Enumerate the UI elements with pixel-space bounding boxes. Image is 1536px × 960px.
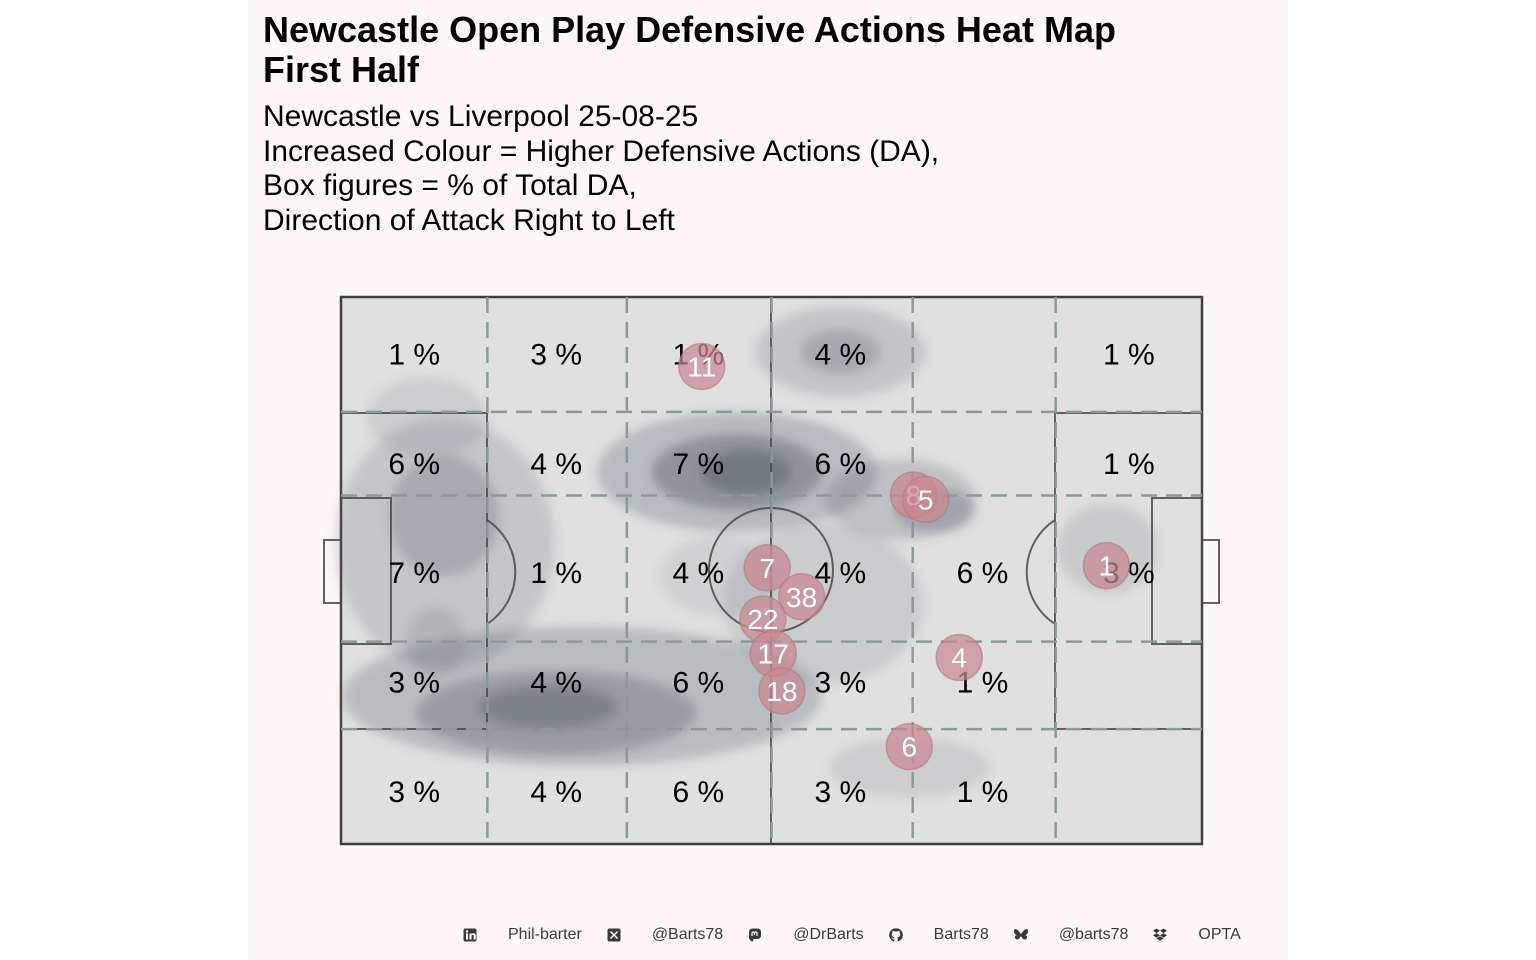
player-marker-circle xyxy=(901,475,950,524)
zone-label: 3 % xyxy=(530,338,582,371)
footer-x[interactable]: @Barts78 xyxy=(606,926,723,944)
player-number: 11 xyxy=(687,351,716,382)
player-marker: 6 xyxy=(885,722,934,771)
footer-linkedin-label: Phil-barter xyxy=(508,926,582,943)
footer-linkedin[interactable]: Phil-barter xyxy=(462,926,582,944)
player-number: 17 xyxy=(758,639,789,670)
player-marker: 11 xyxy=(678,342,726,391)
density-contour xyxy=(367,377,488,458)
player-markers: 1185738221718461 xyxy=(678,342,1131,771)
footer-dropbox-label: OPTA xyxy=(1198,926,1241,943)
player-marker: 7 xyxy=(743,544,791,592)
zone-labels: 1 % 3 % 1 % 4 % 1 % 6 % 4 % 7 % 6 % 1 % 7 % 1 % 4 % 4… xyxy=(388,338,1154,809)
player-marker: 4 xyxy=(935,633,983,682)
player-marker-circle xyxy=(885,722,934,771)
player-number: 38 xyxy=(786,582,817,613)
left-goal xyxy=(323,539,342,604)
player-marker-circle xyxy=(935,633,983,682)
player-marker-circle xyxy=(777,573,826,621)
footer-mastodon[interactable]: @DrBarts xyxy=(747,926,864,944)
zone-label: 7 % xyxy=(672,448,724,481)
zone-label: 4 % xyxy=(530,776,582,809)
zone-label: 4 % xyxy=(530,448,582,481)
player-marker: 1 xyxy=(1082,541,1131,590)
left-penalty-arc xyxy=(486,519,517,625)
zone-label: 3 % xyxy=(388,776,440,809)
zone-label: 1 % xyxy=(1103,338,1155,371)
footer-credits: Phil-barter @Barts78 @DrBarts Barts78 @b… xyxy=(462,922,1265,948)
footer-github[interactable]: Barts78 xyxy=(888,926,989,944)
github-icon xyxy=(888,927,904,943)
zone-label: 4 % xyxy=(672,557,724,590)
chart-title: Newcastle Open Play Defensive Actions He… xyxy=(263,9,1116,90)
chart-subtitle: Newcastle vs Liverpool 25-08-25 Increase… xyxy=(263,100,940,237)
zone-label: 6 % xyxy=(815,448,867,481)
right-goal xyxy=(1201,539,1220,604)
zone-label: 1 % xyxy=(957,776,1009,809)
zone-label: 4 % xyxy=(530,667,582,700)
x-twitter-icon xyxy=(606,927,622,943)
player-number: 6 xyxy=(901,732,917,763)
zone-label: 1 % xyxy=(1103,448,1155,481)
zone-label: 6 % xyxy=(388,448,440,481)
zone-label: 1 % xyxy=(388,338,440,371)
density-contour xyxy=(700,450,791,495)
player-marker: 5 xyxy=(901,475,950,524)
footer-x-label: @Barts78 xyxy=(651,926,724,943)
zone-label: 4 % xyxy=(815,557,867,590)
density-contour xyxy=(389,455,500,576)
footer-github-label: Barts78 xyxy=(933,926,989,943)
zone-label: 4 % xyxy=(815,338,867,371)
pitch-markings xyxy=(323,297,1220,844)
player-number: 5 xyxy=(918,484,934,515)
footer-mastodon-label: @DrBarts xyxy=(793,926,864,943)
player-marker-circle xyxy=(678,342,726,391)
footer-bluesky[interactable]: @barts78 xyxy=(1013,926,1129,944)
player-marker-circle xyxy=(1082,541,1131,590)
player-number: 1 xyxy=(1099,551,1115,582)
player-number: 7 xyxy=(759,553,775,584)
linkedin-icon xyxy=(462,927,478,943)
bluesky-icon xyxy=(1013,927,1029,943)
zone-label: 6 % xyxy=(672,776,724,809)
zone-label: 1 % xyxy=(530,557,582,590)
density-contour xyxy=(477,685,618,730)
zone-label: 7 % xyxy=(388,557,440,590)
player-marker: 17 xyxy=(749,629,797,678)
zone-label: 6 % xyxy=(957,557,1009,590)
dropbox-icon xyxy=(1152,927,1168,943)
player-marker: 18 xyxy=(758,667,806,715)
zone-label: 3 % xyxy=(815,667,867,700)
density-contour xyxy=(405,606,466,677)
density-contour xyxy=(800,329,881,374)
zone-label: 6 % xyxy=(672,667,724,700)
player-number: 18 xyxy=(766,676,797,707)
footer-dropbox[interactable]: OPTA xyxy=(1152,926,1241,944)
footer-bluesky-label: @barts78 xyxy=(1058,926,1129,943)
zone-label: 3 % xyxy=(388,667,440,700)
player-marker: 38 xyxy=(777,573,826,621)
player-marker-circle xyxy=(758,667,806,715)
right-penalty-arc xyxy=(1025,519,1056,625)
player-number: 4 xyxy=(951,642,967,673)
player-marker-circle xyxy=(743,544,791,592)
zone-label: 3 % xyxy=(815,776,867,809)
mastodon-icon xyxy=(747,927,763,943)
